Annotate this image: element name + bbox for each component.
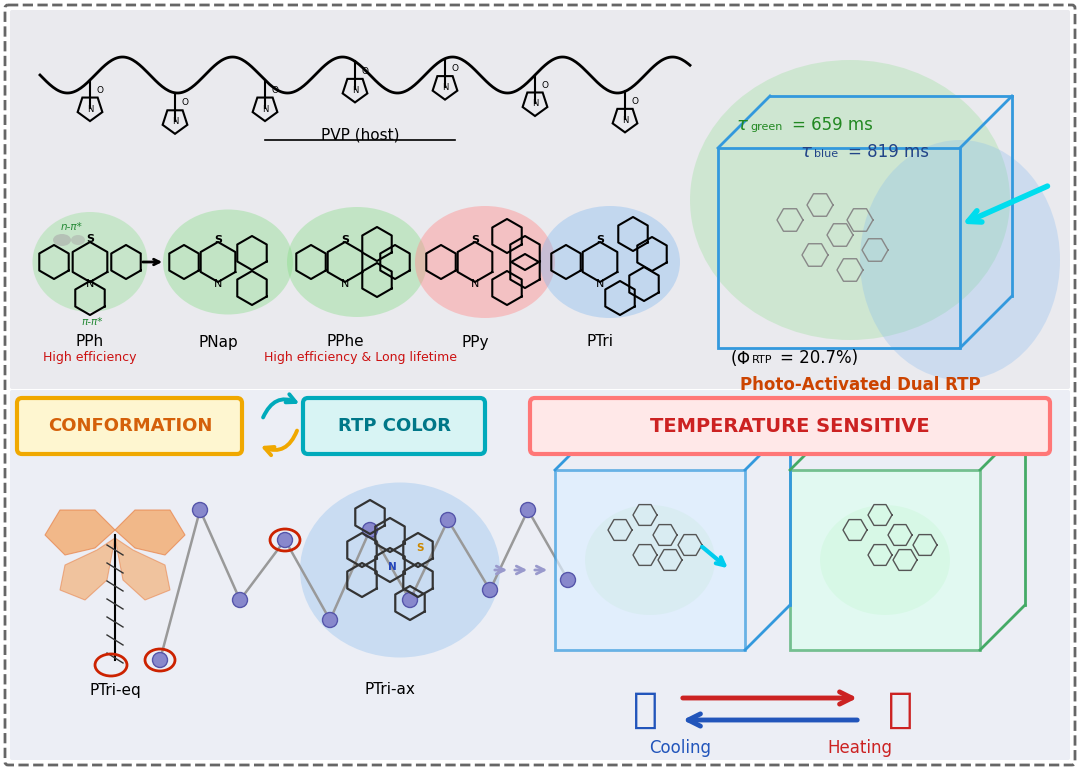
Text: O: O — [541, 81, 549, 89]
Text: O: O — [96, 85, 104, 95]
Text: S: S — [471, 235, 480, 245]
Text: green: green — [750, 122, 782, 132]
Text: π-π*: π-π* — [81, 317, 103, 327]
Text: N: N — [596, 279, 604, 289]
Ellipse shape — [287, 207, 427, 317]
Text: N: N — [471, 279, 480, 289]
Text: S: S — [86, 234, 94, 244]
Circle shape — [561, 573, 576, 588]
Ellipse shape — [540, 206, 680, 318]
Circle shape — [363, 523, 378, 537]
Text: Heating: Heating — [827, 739, 892, 757]
Text: = 819 ms: = 819 ms — [848, 143, 929, 161]
Polygon shape — [60, 538, 114, 600]
Ellipse shape — [690, 60, 1010, 340]
Circle shape — [521, 503, 536, 517]
Text: O: O — [632, 97, 638, 105]
FancyBboxPatch shape — [10, 10, 1070, 389]
Ellipse shape — [71, 235, 85, 245]
Text: N: N — [442, 83, 448, 92]
Text: S: S — [214, 235, 222, 245]
Text: PTri: PTri — [586, 334, 613, 350]
Ellipse shape — [53, 234, 71, 246]
Text: $\tau$: $\tau$ — [735, 116, 748, 134]
Text: High efficiency & Long lifetime: High efficiency & Long lifetime — [264, 350, 457, 363]
Text: N: N — [531, 99, 538, 109]
Text: O: O — [181, 99, 189, 107]
Text: N: N — [86, 105, 93, 113]
Circle shape — [278, 533, 293, 547]
Text: S: S — [416, 543, 423, 553]
FancyBboxPatch shape — [5, 5, 1075, 765]
Text: S: S — [341, 235, 349, 245]
Text: N: N — [341, 279, 349, 289]
Ellipse shape — [585, 505, 715, 615]
Ellipse shape — [860, 140, 1059, 380]
Text: = 20.7%): = 20.7%) — [780, 349, 859, 367]
Text: Cooling: Cooling — [649, 739, 711, 757]
Polygon shape — [45, 510, 114, 555]
Text: N: N — [172, 117, 178, 126]
Text: PNap: PNap — [198, 334, 238, 350]
Circle shape — [441, 513, 456, 527]
Text: 🌡: 🌡 — [633, 689, 658, 731]
Polygon shape — [789, 470, 980, 650]
Text: PVP (host): PVP (host) — [321, 128, 400, 142]
Text: PTri-ax: PTri-ax — [365, 682, 416, 698]
Text: ($\Phi$: ($\Phi$ — [730, 348, 751, 368]
Text: PPh: PPh — [76, 334, 104, 350]
Circle shape — [323, 612, 337, 628]
Text: High efficiency: High efficiency — [43, 350, 137, 363]
Text: Photo-Activated Dual RTP: Photo-Activated Dual RTP — [740, 376, 981, 394]
FancyBboxPatch shape — [530, 398, 1050, 454]
Text: O: O — [451, 64, 459, 73]
Circle shape — [152, 652, 167, 668]
Text: O: O — [271, 85, 279, 95]
Ellipse shape — [820, 505, 950, 615]
Text: S: S — [596, 235, 604, 245]
Text: N: N — [622, 116, 629, 125]
Text: $\tau$: $\tau$ — [800, 143, 813, 161]
Circle shape — [192, 503, 207, 517]
Text: 🌡: 🌡 — [888, 689, 913, 731]
Ellipse shape — [415, 206, 555, 318]
Polygon shape — [114, 510, 185, 555]
Text: RTP: RTP — [752, 355, 772, 365]
Text: PPy: PPy — [461, 334, 489, 350]
Text: n-π*: n-π* — [62, 222, 83, 232]
Circle shape — [403, 592, 418, 608]
Text: N: N — [214, 279, 222, 289]
Ellipse shape — [163, 209, 293, 314]
Text: = 659 ms: = 659 ms — [792, 116, 873, 134]
Circle shape — [232, 592, 247, 608]
Text: N: N — [261, 105, 268, 113]
Polygon shape — [555, 470, 745, 650]
Circle shape — [483, 582, 498, 598]
Text: RTP COLOR: RTP COLOR — [337, 417, 450, 435]
Text: PPhe: PPhe — [326, 334, 364, 350]
Polygon shape — [114, 538, 170, 600]
Text: N: N — [388, 562, 396, 572]
Text: N: N — [85, 279, 94, 289]
Ellipse shape — [32, 212, 148, 312]
Text: blue: blue — [814, 149, 838, 159]
FancyBboxPatch shape — [17, 398, 242, 454]
Text: PTri-eq: PTri-eq — [90, 682, 140, 698]
Text: N: N — [352, 86, 359, 95]
Text: CONFORMATION: CONFORMATION — [48, 417, 212, 435]
Ellipse shape — [300, 483, 500, 658]
Text: O: O — [362, 67, 368, 76]
FancyBboxPatch shape — [303, 398, 485, 454]
Text: TEMPERATURE SENSITIVE: TEMPERATURE SENSITIVE — [650, 417, 930, 436]
FancyBboxPatch shape — [10, 390, 1070, 760]
